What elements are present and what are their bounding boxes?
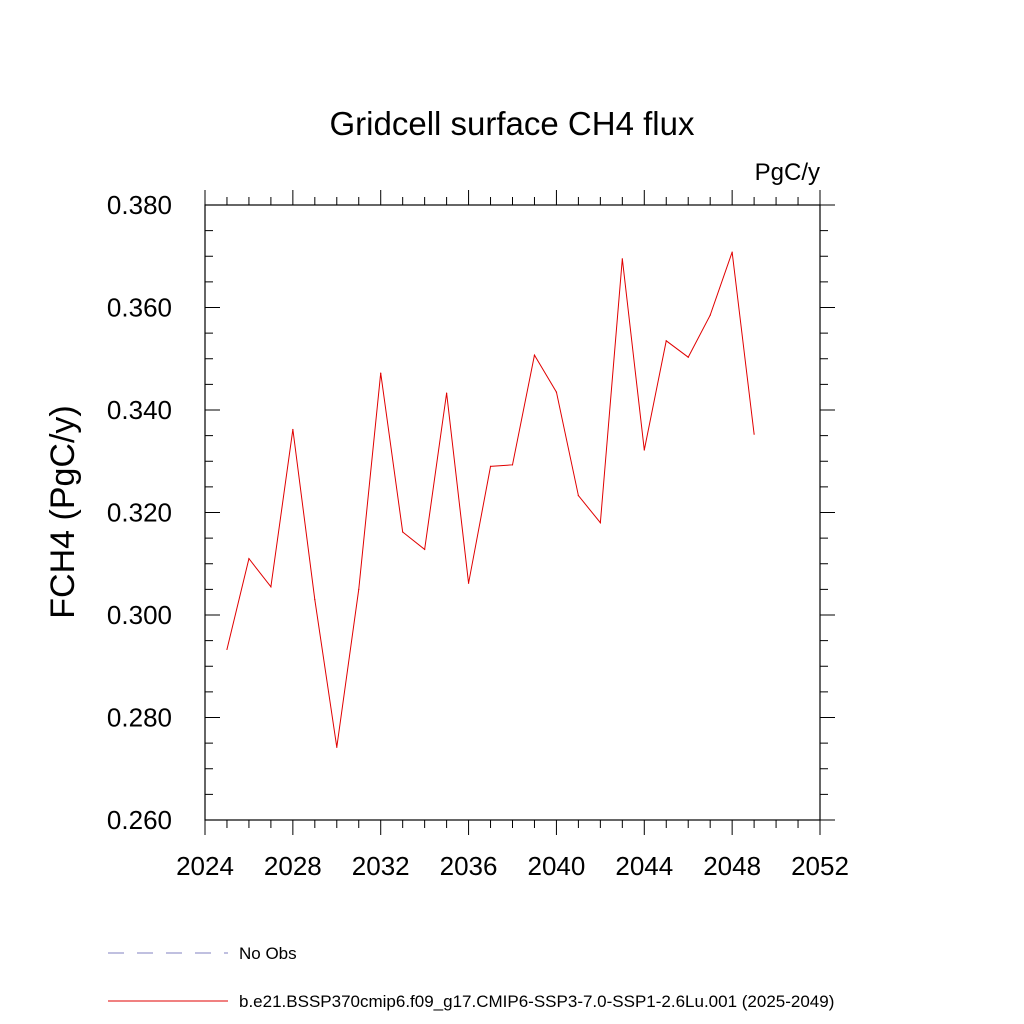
series-line <box>226 251 755 748</box>
data-point <box>336 746 338 748</box>
data-point <box>446 392 448 394</box>
data-point <box>292 428 294 431</box>
y-tick-label: 0.280 <box>107 703 172 733</box>
data-point <box>533 354 536 356</box>
data-point <box>424 548 426 551</box>
x-tick-label: 2044 <box>615 851 673 881</box>
data-point <box>489 465 492 467</box>
data-point <box>665 340 667 342</box>
x-tick-labels: 2024 2028 2032 2036 2040 2044 2048 2052 <box>176 851 849 881</box>
chart-title: Gridcell surface CH4 flux <box>330 105 695 142</box>
data-point <box>753 433 755 435</box>
data-point <box>358 588 360 590</box>
y-tick-label: 0.380 <box>107 190 172 220</box>
data-point <box>555 391 558 393</box>
data-point <box>687 356 689 358</box>
x-tick-label: 2036 <box>440 851 498 881</box>
series-layer <box>226 251 755 748</box>
y-tick-label: 0.260 <box>107 805 172 835</box>
data-point <box>577 494 579 497</box>
data-point <box>270 586 272 588</box>
legend: No Obs b.e21.BSSP370cmip6.f09_g17.CMIP6-… <box>108 944 834 1011</box>
x-tick-label: 2040 <box>528 851 586 881</box>
y-tick-label: 0.340 <box>107 395 172 425</box>
data-point <box>314 599 316 601</box>
legend-label-model: b.e21.BSSP370cmip6.f09_g17.CMIP6-SSP3-7.… <box>239 992 834 1011</box>
x-tick-label: 2032 <box>352 851 410 881</box>
x-tick-label: 2052 <box>791 851 849 881</box>
data-point <box>599 522 601 524</box>
data-point <box>380 372 382 374</box>
data-point <box>248 558 250 560</box>
units-label: PgC/y <box>755 159 820 186</box>
data-point <box>467 582 470 584</box>
y-tick-labels: 0.260 0.280 0.300 0.320 0.340 0.360 0.380 <box>107 190 172 835</box>
legend-label-no-obs: No Obs <box>239 944 297 963</box>
x-tick-label: 2048 <box>703 851 761 881</box>
y-tick-label: 0.300 <box>107 600 172 630</box>
y-tick-label: 0.320 <box>107 498 172 528</box>
data-point <box>402 531 404 533</box>
data-point <box>709 314 711 316</box>
data-point <box>511 464 514 466</box>
plot-frame <box>204 204 821 821</box>
plot-area: 2024 2028 2032 2036 2040 2044 2048 2052 0.2600.… <box>107 190 849 881</box>
x-tick-label: 2028 <box>264 851 322 881</box>
x-tick-label: 2024 <box>176 851 234 881</box>
data-point <box>226 648 228 650</box>
data-point <box>643 449 645 451</box>
y-tick-label: 0.360 <box>107 293 172 323</box>
data-point <box>731 251 733 253</box>
axis-ticks <box>204 190 835 835</box>
y-axis-label: FCH4 (PgC/y) <box>44 405 82 618</box>
data-point <box>621 258 623 260</box>
